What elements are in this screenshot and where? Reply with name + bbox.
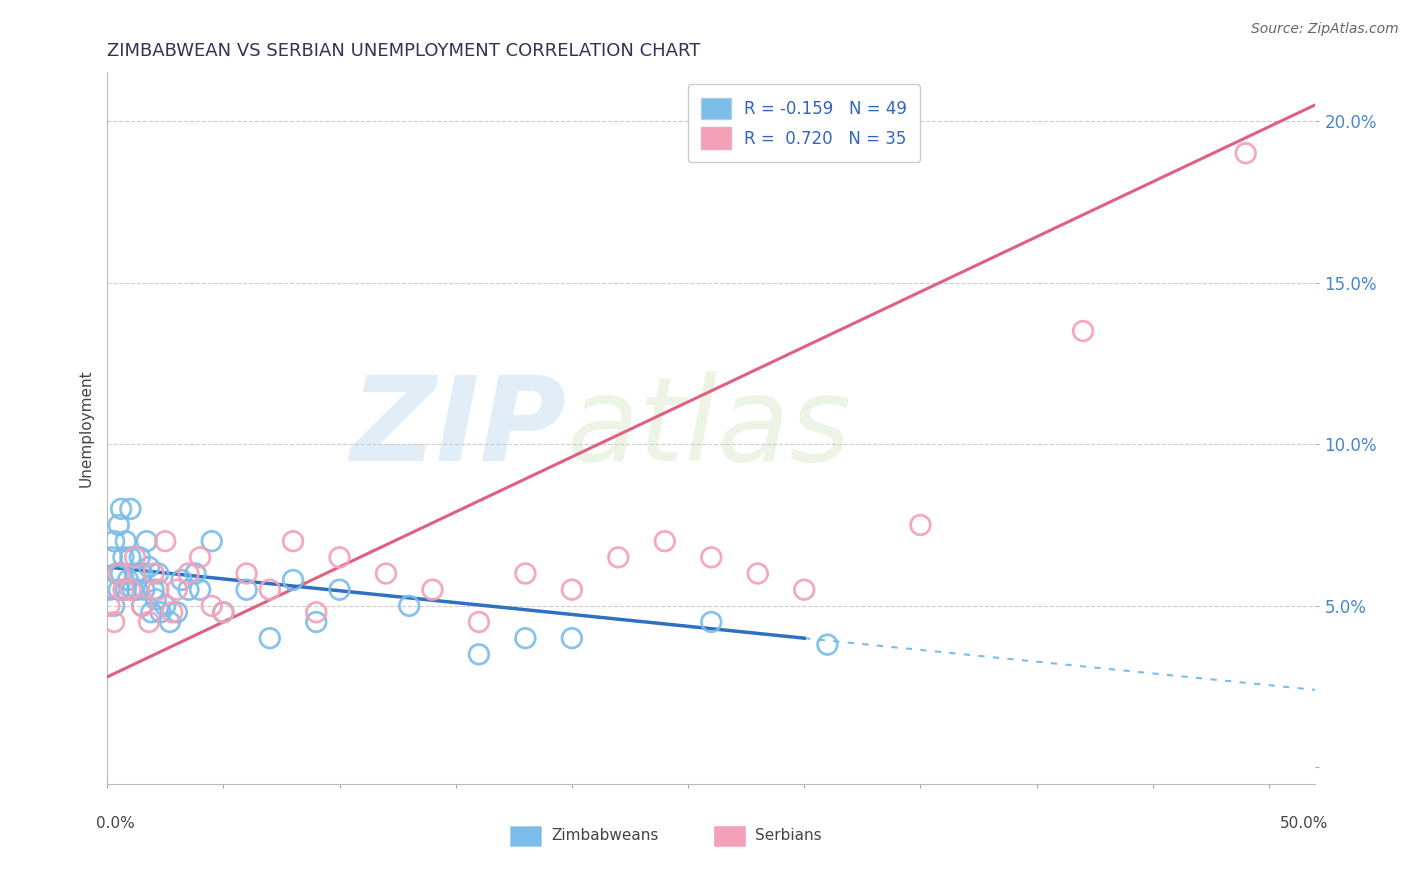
Point [515, 566, 537, 581]
Point [124, 566, 146, 581]
Point [468, 615, 491, 629]
Point [212, 605, 235, 619]
Point [141, 605, 163, 619]
Text: 50.0%: 50.0% [1281, 816, 1329, 830]
Point [138, 560, 160, 574]
Point [654, 534, 676, 549]
Point [107, 566, 129, 581]
Point [468, 648, 491, 662]
Text: ZIP: ZIP [350, 370, 567, 485]
Point [117, 573, 139, 587]
Point [188, 550, 211, 565]
Point [114, 534, 136, 549]
Point [235, 582, 257, 597]
Point [159, 615, 181, 629]
Point [107, 518, 129, 533]
Point [160, 605, 183, 619]
Point [281, 573, 304, 587]
Text: 0.0%: 0.0% [96, 816, 135, 830]
Point [128, 550, 150, 565]
Point [131, 599, 153, 613]
Point [124, 550, 146, 565]
Point [793, 582, 815, 597]
Point [166, 605, 188, 619]
Point [120, 582, 142, 597]
Point [142, 566, 165, 581]
Point [817, 638, 839, 652]
Point [112, 582, 135, 597]
Point [148, 582, 170, 597]
Point [98, 599, 121, 613]
Point [747, 566, 769, 581]
Point [127, 582, 149, 597]
Point [149, 605, 172, 619]
Text: Serbians: Serbians [755, 829, 821, 843]
Point [170, 573, 193, 587]
Point [101, 550, 124, 565]
Text: Zimbabweans: Zimbabweans [551, 829, 658, 843]
Text: atlas: atlas [567, 371, 851, 485]
Text: Source: ZipAtlas.com: Source: ZipAtlas.com [1251, 22, 1399, 37]
Point [135, 534, 157, 549]
Point [235, 566, 257, 581]
Point [110, 566, 132, 581]
Point [120, 501, 142, 516]
Point [1071, 324, 1094, 338]
Point [138, 615, 160, 629]
Point [184, 566, 207, 581]
Point [131, 599, 153, 613]
Point [328, 550, 350, 565]
Text: ZIMBABWEAN VS SERBIAN UNEMPLOYMENT CORRELATION CHART: ZIMBABWEAN VS SERBIAN UNEMPLOYMENT CORRE… [107, 42, 700, 60]
Point [107, 582, 129, 597]
Point [134, 582, 156, 597]
Point [112, 550, 135, 565]
Point [910, 518, 932, 533]
Point [259, 582, 281, 597]
Point [120, 550, 142, 565]
Point [98, 582, 121, 597]
Point [166, 582, 188, 597]
Point [607, 550, 630, 565]
Point [422, 582, 444, 597]
Point [103, 615, 125, 629]
Point [114, 582, 136, 597]
Point [145, 592, 167, 607]
Point [103, 534, 125, 549]
Point [188, 582, 211, 597]
Point [561, 582, 583, 597]
Point [375, 566, 398, 581]
Point [212, 605, 235, 619]
Point [700, 615, 723, 629]
Point [177, 582, 200, 597]
Point [121, 582, 143, 597]
Point [155, 599, 177, 613]
Point [398, 599, 420, 613]
Point [110, 501, 132, 516]
Point [700, 550, 723, 565]
Point [201, 534, 224, 549]
Point [177, 566, 200, 581]
Point [1234, 146, 1257, 161]
Legend: R = -0.159   N = 49, R =  0.720   N = 35: R = -0.159 N = 49, R = 0.720 N = 35 [688, 85, 921, 162]
Y-axis label: Unemployment: Unemployment [79, 369, 93, 487]
Point [561, 631, 583, 645]
Point [148, 566, 170, 581]
Point [515, 631, 537, 645]
Point [105, 566, 128, 581]
Point [201, 599, 224, 613]
Point [328, 582, 350, 597]
Point [281, 534, 304, 549]
Point [305, 605, 328, 619]
Point [142, 582, 165, 597]
Point [155, 534, 177, 549]
Point [259, 631, 281, 645]
Point [305, 615, 328, 629]
Point [103, 599, 125, 613]
Point [131, 566, 153, 581]
